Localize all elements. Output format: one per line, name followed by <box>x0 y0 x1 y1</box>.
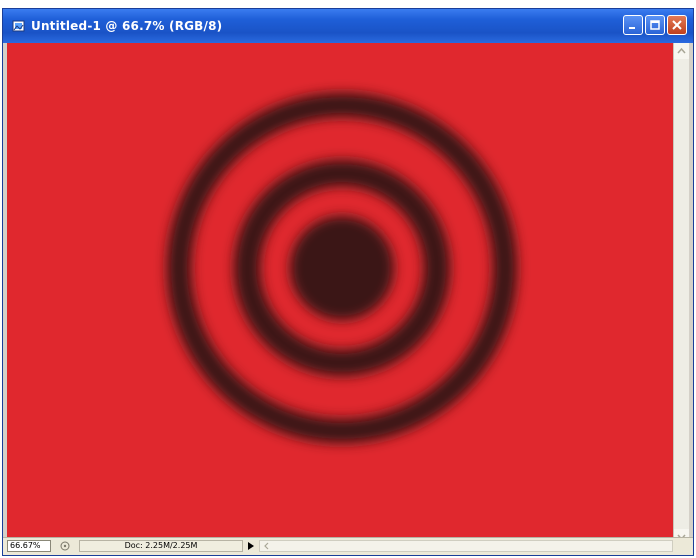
canvas[interactable] <box>7 43 673 545</box>
minimize-button[interactable] <box>623 15 643 35</box>
chevron-up-icon <box>677 47 686 54</box>
maximize-icon <box>650 20 660 30</box>
center-dot <box>290 216 394 320</box>
middle-ring <box>234 160 450 376</box>
doc-size-info[interactable]: Doc: 2.25M/2.25M <box>79 540 243 552</box>
scroll-up-button[interactable] <box>674 43 689 59</box>
window-controls <box>623 15 687 35</box>
document-window: Untitled-1 @ 66.7% (RGB/8) <box>2 8 694 556</box>
chevron-left-icon[interactable] <box>262 541 272 551</box>
photoshop-document-icon <box>12 20 25 32</box>
status-info-icon <box>60 541 70 551</box>
close-button[interactable] <box>667 15 687 35</box>
maximize-button[interactable] <box>645 15 665 35</box>
zoom-field[interactable]: 66.67% <box>7 540 51 552</box>
status-menu-arrow-icon[interactable] <box>247 541 255 551</box>
status-bar: 66.67% Doc: 2.25M/2.25M <box>3 537 693 555</box>
horizontal-scrollbar[interactable] <box>259 540 673 552</box>
close-icon <box>672 20 682 30</box>
top-margin <box>0 0 696 8</box>
vertical-scrollbar[interactable] <box>673 43 689 545</box>
window-title: Untitled-1 @ 66.7% (RGB/8) <box>31 19 223 33</box>
title-bar[interactable]: Untitled-1 @ 66.7% (RGB/8) <box>3 9 693 43</box>
concentric-rings-artwork <box>7 43 673 545</box>
outer-ring <box>167 93 517 443</box>
minimize-icon <box>629 27 635 29</box>
